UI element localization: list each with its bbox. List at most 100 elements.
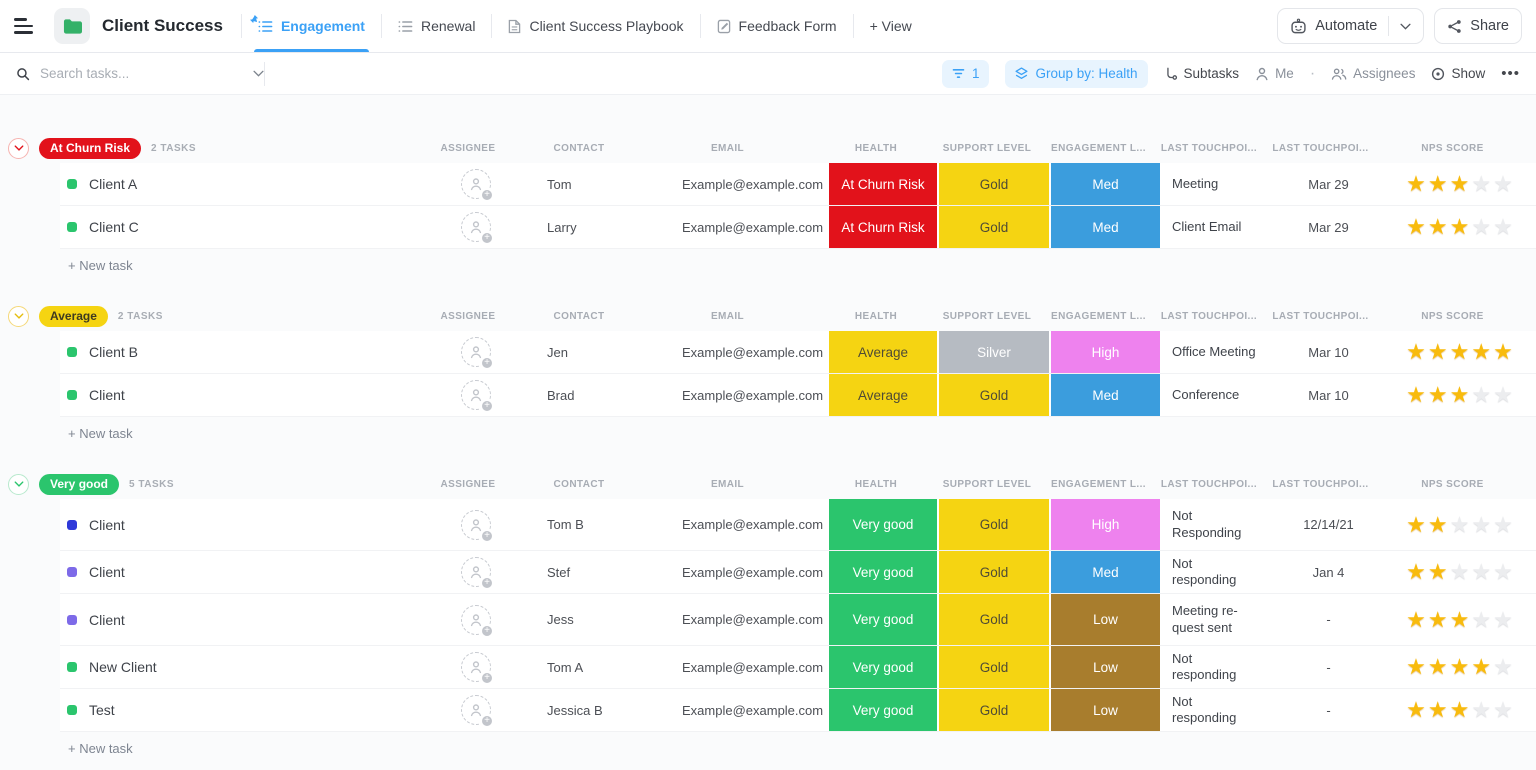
column-header-engagement-level[interactable]: ENGAGEMENT L... bbox=[1051, 142, 1146, 154]
last-touchpoint-cell[interactable]: Meeting re- quest sent bbox=[1172, 603, 1238, 635]
automate-button[interactable]: Automate bbox=[1277, 8, 1425, 44]
star-icon[interactable]: ★ bbox=[1493, 511, 1513, 537]
nps-score-cell[interactable]: ★ ★ ★ ★ ★ bbox=[1385, 206, 1536, 248]
star-icon[interactable]: ★ bbox=[1406, 697, 1426, 722]
last-touchpoint-date-cell[interactable]: Mar 29 bbox=[1308, 176, 1349, 192]
star-icon[interactable]: ★ bbox=[1449, 511, 1470, 537]
add-assignee-avatar[interactable]: + bbox=[461, 212, 494, 245]
star-icon[interactable]: ★ bbox=[1471, 559, 1492, 584]
search-input[interactable]: Search tasks... bbox=[16, 66, 264, 81]
engagement-level-cell[interactable]: Med bbox=[1051, 551, 1162, 593]
star-icon[interactable]: ★ bbox=[1406, 339, 1426, 364]
contact-cell[interactable]: Stef bbox=[547, 564, 571, 580]
health-cell[interactable]: At Churn Risk bbox=[829, 206, 939, 248]
star-icon[interactable]: ★ bbox=[1493, 214, 1513, 239]
nps-score-cell[interactable]: ★ ★ ★ ★ ★ bbox=[1385, 163, 1536, 205]
tab-client-success-playbook[interactable]: Client Success Playbook bbox=[492, 0, 699, 52]
last-touchpoint-cell[interactable]: Meeting bbox=[1172, 175, 1219, 191]
last-touchpoint-date-cell[interactable]: Mar 10 bbox=[1308, 344, 1349, 360]
star-icon[interactable]: ★ bbox=[1406, 214, 1426, 239]
star-icon[interactable]: ★ bbox=[1427, 214, 1448, 239]
me-filter[interactable]: Me bbox=[1255, 66, 1294, 81]
group-collapse-chevron-icon[interactable] bbox=[8, 305, 29, 327]
star-icon[interactable]: ★ bbox=[1493, 339, 1513, 364]
task-name-cell[interactable]: Client bbox=[60, 551, 420, 593]
star-icon[interactable]: ★ bbox=[1406, 654, 1426, 679]
health-cell[interactable]: Average bbox=[829, 331, 939, 373]
group-status-badge[interactable]: At Churn Risk bbox=[39, 137, 142, 159]
last-touchpoint-date-cell[interactable]: - bbox=[1326, 659, 1331, 675]
support-level-cell[interactable]: Gold bbox=[939, 646, 1051, 688]
star-icon[interactable]: ★ bbox=[1493, 559, 1513, 584]
last-touchpoint-cell[interactable]: Not responding bbox=[1172, 693, 1237, 725]
column-header-assignee[interactable]: ASSIGNEE bbox=[440, 310, 496, 322]
engagement-level-cell[interactable]: High bbox=[1051, 331, 1162, 373]
new-task-button[interactable]: + New task bbox=[68, 740, 133, 756]
nps-score-cell[interactable]: ★ ★ ★ ★ ★ bbox=[1385, 646, 1536, 688]
star-icon[interactable]: ★ bbox=[1471, 697, 1492, 722]
support-level-cell[interactable]: Gold bbox=[939, 551, 1051, 593]
group-status-badge[interactable]: Very good bbox=[39, 473, 120, 495]
filter-pill[interactable]: 1 bbox=[941, 59, 990, 88]
new-task-button[interactable]: + New task bbox=[68, 257, 133, 273]
column-header-engagement-level[interactable]: ENGAGEMENT L... bbox=[1051, 310, 1146, 322]
add-assignee-avatar[interactable]: + bbox=[461, 557, 494, 590]
health-cell[interactable]: Average bbox=[829, 374, 939, 416]
engagement-level-cell[interactable]: High bbox=[1051, 499, 1162, 550]
star-icon[interactable]: ★ bbox=[1449, 171, 1470, 196]
star-icon[interactable]: ★ bbox=[1406, 511, 1426, 537]
email-cell[interactable]: Example@example.com bbox=[682, 344, 824, 360]
health-cell[interactable]: Very good bbox=[829, 689, 939, 731]
task-name-cell[interactable]: New Client bbox=[60, 646, 420, 688]
nps-score-cell[interactable]: ★ ★ ★ ★ ★ bbox=[1385, 594, 1536, 645]
column-header-nps-score[interactable]: NPS SCORE bbox=[1421, 142, 1484, 154]
support-level-cell[interactable]: Gold bbox=[939, 374, 1051, 416]
task-name-cell[interactable]: Client bbox=[60, 499, 420, 550]
health-cell[interactable]: Very good bbox=[829, 551, 939, 593]
column-header-email[interactable]: EMAIL bbox=[710, 142, 745, 154]
more-options-icon[interactable]: ••• bbox=[1501, 65, 1520, 82]
column-header-last-touchpoint-date[interactable]: LAST TOUCHPOI... bbox=[1272, 310, 1369, 322]
contact-cell[interactable]: Tom bbox=[547, 176, 572, 192]
assignee-cell[interactable]: + bbox=[420, 499, 532, 550]
health-cell[interactable]: Very good bbox=[829, 646, 939, 688]
last-touchpoint-date-cell[interactable]: Mar 29 bbox=[1308, 219, 1349, 235]
contact-cell[interactable]: Brad bbox=[547, 387, 575, 403]
health-cell[interactable]: Very good bbox=[829, 499, 939, 550]
star-icon[interactable]: ★ bbox=[1427, 339, 1448, 364]
nps-score-cell[interactable]: ★ ★ ★ ★ ★ bbox=[1385, 331, 1536, 373]
engagement-level-cell[interactable]: Low bbox=[1051, 646, 1162, 688]
share-button[interactable]: Share bbox=[1434, 8, 1522, 44]
email-cell[interactable]: Example@example.com bbox=[682, 176, 824, 192]
assignee-cell[interactable]: + bbox=[420, 551, 532, 593]
column-header-assignee[interactable]: ASSIGNEE bbox=[440, 478, 496, 490]
task-name-cell[interactable]: Client A bbox=[60, 163, 420, 205]
star-icon[interactable]: ★ bbox=[1471, 171, 1492, 196]
tab-feedback-form[interactable]: Feedback Form bbox=[701, 0, 853, 52]
star-icon[interactable]: ★ bbox=[1471, 214, 1492, 239]
nps-score-cell[interactable]: ★ ★ ★ ★ ★ bbox=[1385, 689, 1536, 731]
contact-cell[interactable]: Jen bbox=[547, 344, 568, 360]
star-icon[interactable]: ★ bbox=[1427, 606, 1448, 632]
star-icon[interactable]: ★ bbox=[1427, 559, 1448, 584]
sidebar-toggle-menu-icon[interactable] bbox=[14, 13, 40, 39]
contact-cell[interactable]: Jessica B bbox=[547, 702, 603, 718]
email-cell[interactable]: Example@example.com bbox=[682, 612, 824, 627]
star-icon[interactable]: ★ bbox=[1449, 382, 1470, 407]
health-cell[interactable]: Very good bbox=[829, 594, 939, 645]
add-assignee-avatar[interactable]: + bbox=[461, 652, 494, 685]
email-cell[interactable]: Example@example.com bbox=[682, 219, 824, 235]
task-name-cell[interactable]: Client B bbox=[60, 331, 420, 373]
star-icon[interactable]: ★ bbox=[1406, 171, 1426, 196]
star-icon[interactable]: ★ bbox=[1449, 654, 1470, 679]
add-assignee-avatar[interactable]: + bbox=[461, 337, 494, 370]
contact-cell[interactable]: Tom B bbox=[547, 517, 584, 532]
email-cell[interactable]: Example@example.com bbox=[682, 659, 824, 675]
star-icon[interactable]: ★ bbox=[1449, 697, 1470, 722]
contact-cell[interactable]: Larry bbox=[547, 219, 577, 235]
email-cell[interactable]: Example@example.com bbox=[682, 702, 824, 718]
engagement-level-cell[interactable]: Med bbox=[1051, 163, 1162, 205]
folder-chip[interactable] bbox=[54, 8, 90, 44]
engagement-level-cell[interactable]: Med bbox=[1051, 206, 1162, 248]
star-icon[interactable]: ★ bbox=[1449, 339, 1470, 364]
